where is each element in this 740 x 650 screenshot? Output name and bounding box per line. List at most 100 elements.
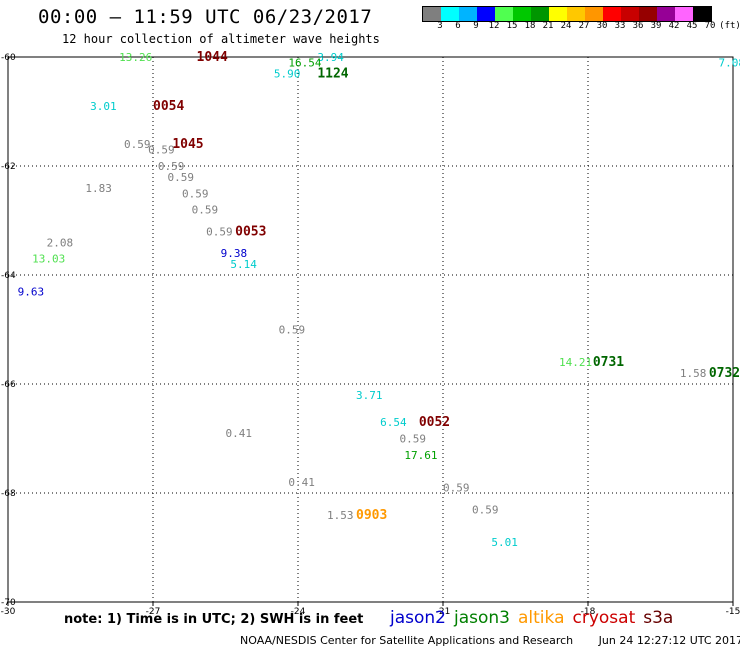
wave-height-label: 0.59 [443,482,470,495]
wave-height-label: 17.61 [404,449,437,462]
wave-height-label: 6.54 [380,416,407,429]
pass-time-label: 1045 [172,137,203,152]
legend-entry-jason2: jason2 [390,608,446,628]
colorbar-label: 15 [506,21,518,31]
wave-height-label: 5.14 [230,258,257,271]
wave-height-label: 3.71 [356,389,383,402]
wave-height-label: 0.59 [148,144,175,157]
colorbar-swatch [675,7,693,21]
wave-height-label: 13.26 [119,51,152,64]
pass-time-label: 0903 [356,508,387,523]
wave-height-label: 5.90 [274,67,301,80]
pass-time-label: 0052 [419,415,450,430]
y-tick-label: -68 [1,489,16,499]
colorbar-label: 24 [560,21,572,31]
pass-time-label: 0054 [153,99,184,114]
page-title: 00:00 – 11:59 UTC 06/23/2017 [38,6,373,28]
colorbar-label: 27 [578,21,590,31]
wave-height-label: 14.21 [559,356,592,369]
colorbar-label: 42 [668,21,680,31]
x-tick-label: -21 [436,607,451,617]
colorbar-label: 18 [524,21,536,31]
colorbar-label: 30 [596,21,608,31]
x-tick-label: -18 [581,607,596,617]
colorbar-swatch [495,7,513,21]
page-subtitle: 12 hour collection of altimeter wave hei… [62,32,380,46]
wave-height-label: 1.58 [680,367,707,380]
pass-time-label: 0053 [235,224,266,239]
wave-height-label: 0.59 [124,138,151,151]
pass-time-label: 1044 [197,50,228,65]
wave-height-label: 0.41 [226,427,253,440]
legend-entry-s3a: s3a [643,608,674,628]
wave-height-label: 5.01 [491,536,518,549]
wave-height-label: 0.59 [206,225,233,238]
y-tick-label: -62 [1,162,16,172]
colorbar-label: 3 [437,21,443,31]
y-tick-label: -60 [1,53,16,63]
colorbar-swatch [513,7,531,21]
credit-text: NOAA/NESDIS Center for Satellite Applica… [240,634,574,647]
pass-time-label: 0732 [709,366,740,381]
wave-height-label: 0.59 [192,204,219,217]
colorbar-label: 6 [455,21,461,31]
legend-entry-jason3: jason3 [454,608,510,628]
colorbar-labels: 3 6 9 12 15 18 21 24 27 30 33 36 39 42 45 70 (ft) [422,21,740,33]
colorbar-swatch [603,7,621,21]
colorbar-swatch [585,7,603,21]
pass-time-label: 0731 [593,355,624,370]
colorbar-swatch [657,7,675,21]
colorbar-label: 39 [650,21,662,31]
colorbar-label: 21 [542,21,554,31]
colorbar-swatch [441,7,459,21]
legend-entry-cryosat: cryosat [572,608,636,628]
wave-height-label: 7.08 [719,56,740,69]
wave-height-colorbar [422,6,712,22]
wave-height-label: 0.59 [158,160,185,173]
y-tick-label: -70 [1,598,16,608]
colorbar-label: 33 [614,21,626,31]
colorbar-swatch [693,7,711,21]
y-tick-label: -64 [1,271,16,281]
wave-height-label: 2.08 [47,236,74,249]
colorbar-swatch [639,7,657,21]
pass-time-label: 1124 [317,66,348,81]
satellite-legend: jason2 jason3 altika cryosat s3a [390,608,681,628]
legend-entry-altika: altika [518,608,565,628]
wave-height-label: 13.03 [32,253,65,266]
wave-height-label: 3.01 [90,100,117,113]
colorbar-swatch [549,7,567,21]
plot-frame [7,56,734,603]
wave-height-label: 0.59 [472,503,499,516]
x-tick-label: -27 [146,607,161,617]
wave-height-label: 3.94 [317,51,344,64]
colorbar-swatch [477,7,495,21]
x-tick-label: -15 [726,607,740,617]
colorbar-swatch [531,7,549,21]
colorbar-swatch [423,7,441,21]
wave-height-label: 1.83 [85,182,112,195]
wave-height-label: 0.59 [279,324,306,337]
credit-line: NOAA/NESDIS Center for Satellite Applica… [240,634,740,647]
wave-height-label: 0.41 [288,476,315,489]
colorbar-swatch [459,7,477,21]
colorbar-swatch [621,7,639,21]
wave-height-label: 9.38 [221,247,248,260]
generated-time: Jun 24 12:27:12 UTC 2017 [598,634,740,647]
y-tick-label: -66 [1,380,16,390]
colorbar-unit: (ft) [719,21,740,31]
footer-note: note: 1) Time is in UTC; 2) SWH is in fe… [64,612,364,627]
wave-height-label: 0.59 [400,433,427,446]
colorbar-label: 9 [473,21,479,31]
colorbar-label: 45 [686,21,698,31]
wave-height-label: 16.54 [288,56,321,69]
wave-height-label: 0.59 [182,187,209,200]
x-tick-label: -24 [291,607,306,617]
x-tick-label: -30 [1,607,16,617]
colorbar-swatch [567,7,585,21]
colorbar-label: 36 [632,21,644,31]
wave-height-label: 0.59 [168,171,195,184]
wave-height-label: 1.53 [327,509,354,522]
wave-height-label: 9.63 [18,285,44,298]
